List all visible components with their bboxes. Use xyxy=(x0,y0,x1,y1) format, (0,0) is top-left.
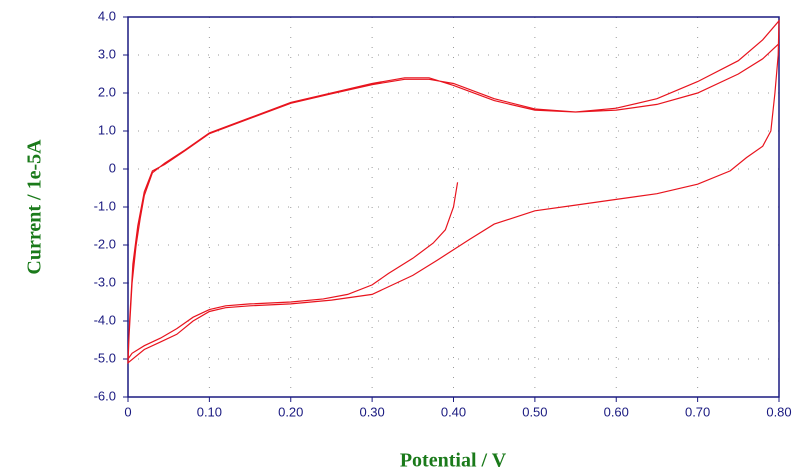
y-tick-label: 3.0 xyxy=(98,46,116,61)
x-tick-label: 0.70 xyxy=(685,404,710,419)
x-tick-label: 0.60 xyxy=(604,404,629,419)
x-tick-label: 0.30 xyxy=(359,404,384,419)
cv-curve xyxy=(127,19,780,365)
y-axis-title: Current / 1e-5A xyxy=(24,139,46,275)
x-tick-label: 0 xyxy=(124,404,131,419)
y-tick-label: 2.0 xyxy=(98,84,116,99)
plot-frame xyxy=(127,16,780,398)
y-tick-label: -1.0 xyxy=(94,198,116,213)
x-tick-label: 0.50 xyxy=(522,404,547,419)
x-tick-label: 0.10 xyxy=(197,404,222,419)
y-tick-label: -4.0 xyxy=(94,312,116,327)
y-tick-label: 0 xyxy=(109,160,116,175)
y-tick-label: -2.0 xyxy=(94,236,116,251)
x-tick-label: 0.40 xyxy=(441,404,466,419)
y-tick-label: 1.0 xyxy=(98,122,116,137)
x-tick-label: 0.20 xyxy=(278,404,303,419)
y-tick-label: 4.0 xyxy=(98,8,116,23)
y-tick-label: -6.0 xyxy=(94,388,116,403)
x-axis-title: Potential / V xyxy=(400,450,507,472)
x-tick-label: 0.80 xyxy=(766,404,791,419)
y-tick-label: -5.0 xyxy=(94,350,116,365)
y-tick-label: -3.0 xyxy=(94,274,116,289)
